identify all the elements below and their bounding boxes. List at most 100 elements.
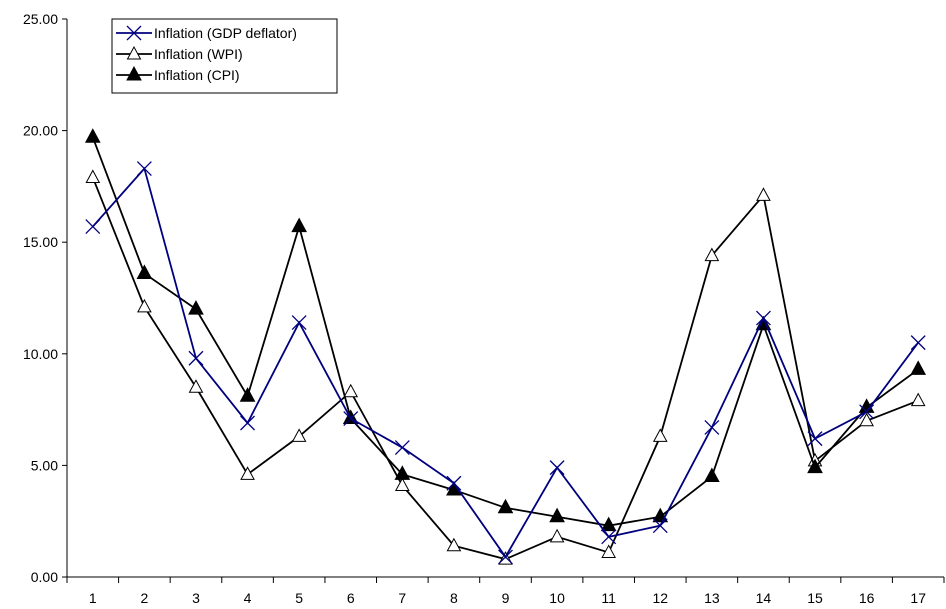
x-tick-label: 7 [398, 590, 406, 606]
x-tick-label: 2 [140, 590, 148, 606]
x-marker-stroke [807, 431, 823, 447]
x-tick-label: 15 [807, 590, 823, 606]
x-marker-stroke [704, 419, 720, 435]
legend-entry-inflation-gdp-deflator: Inflation (GDP deflator) [116, 25, 297, 41]
data-point-inflation-cpi [394, 465, 411, 480]
data-point-inflation-gdp-deflator [240, 415, 256, 431]
x-marker-stroke [755, 310, 771, 326]
legend-label: Inflation (WPI) [154, 46, 243, 62]
data-point-inflation-cpi [807, 458, 823, 474]
legend-marker [126, 45, 142, 60]
legend-marker [126, 65, 142, 81]
x-marker-stroke [394, 440, 410, 456]
data-point-inflation-wpi [394, 477, 410, 491]
x-marker-stroke [498, 549, 513, 565]
y-tick-label: 25.00 [23, 11, 58, 27]
x-marker-stroke [136, 161, 152, 177]
x-tick-label: 8 [450, 590, 458, 606]
data-point-inflation-wpi [240, 466, 255, 480]
x-tick-label: 16 [859, 590, 875, 606]
data-point-inflation-gdp-deflator [188, 350, 204, 366]
x-marker-stroke [343, 411, 359, 426]
data-point-inflation-wpi [910, 392, 926, 407]
x-tick-label: 9 [502, 590, 510, 606]
data-point-inflation-cpi [188, 300, 204, 315]
x-marker-stroke [240, 415, 256, 431]
data-point-inflation-wpi [549, 528, 565, 543]
data-point-inflation-gdp-deflator [807, 431, 823, 447]
data-point-inflation-gdp-deflator [394, 440, 410, 456]
data-point-inflation-gdp-deflator [704, 419, 720, 435]
data-point-inflation-gdp-deflator [498, 549, 513, 565]
data-point-inflation-cpi [497, 498, 514, 514]
x-tick-label: 14 [756, 590, 772, 606]
data-point-inflation-gdp-deflator [136, 161, 152, 177]
data-point-inflation-wpi [137, 298, 152, 313]
data-point-inflation-cpi [704, 467, 720, 483]
legend-entry-inflation-cpi: Inflation (CPI) [116, 65, 240, 83]
series-line-inflation-cpi [91, 136, 919, 527]
x-tick-label: 5 [295, 590, 303, 606]
x-tick-label: 12 [652, 590, 668, 606]
series-layer [84, 128, 927, 565]
data-point-inflation-wpi [652, 428, 668, 442]
x-tick-label: 4 [244, 590, 252, 606]
data-point-inflation-gdp-deflator [601, 529, 617, 545]
series-inflation-gdp-deflator [85, 161, 926, 565]
y-tick-label: 0.00 [31, 569, 58, 585]
y-tick-label: 5.00 [31, 457, 58, 473]
data-point-inflation-cpi [549, 507, 565, 523]
data-point-inflation-cpi [239, 387, 256, 402]
data-point-inflation-gdp-deflator [859, 404, 875, 420]
x-marker-stroke [601, 529, 617, 545]
legend-entry-inflation-wpi: Inflation (WPI) [116, 45, 243, 62]
x-marker-stroke [446, 475, 462, 491]
legend: Inflation (GDP deflator) Inflation (WPI) I… [111, 18, 338, 94]
x-marker-stroke [859, 404, 875, 420]
data-point-inflation-gdp-deflator [549, 460, 565, 476]
x-tick-label: 1 [89, 590, 97, 606]
data-point-inflation-gdp-deflator [910, 335, 926, 351]
x-marker-stroke [188, 350, 204, 366]
legend-label: Inflation (GDP deflator) [154, 25, 297, 41]
data-point-inflation-wpi [704, 247, 720, 262]
data-point-inflation-gdp-deflator [755, 310, 771, 326]
series-inflation-cpi [84, 128, 927, 532]
x-marker-stroke [126, 25, 142, 41]
y-tick-label: 15.00 [23, 234, 58, 250]
data-point-inflation-wpi [291, 428, 307, 442]
x-tick-label: 17 [910, 590, 926, 606]
data-point-inflation-gdp-deflator [291, 315, 307, 331]
y-tick-label: 20.00 [23, 123, 58, 139]
x-tick-label: 11 [601, 590, 616, 606]
data-point-inflation-gdp-deflator [446, 475, 462, 491]
y-tick-label: 10.00 [23, 346, 58, 362]
data-point-inflation-gdp-deflator [652, 518, 668, 534]
legend-marker [126, 25, 142, 41]
x-tick-label: 3 [192, 590, 200, 606]
data-point-inflation-wpi [343, 383, 359, 398]
data-point-inflation-cpi [600, 516, 617, 532]
data-point-inflation-wpi [188, 379, 204, 393]
data-point-inflation-wpi [446, 537, 462, 552]
x-marker-stroke [652, 518, 668, 534]
data-point-inflation-cpi [136, 264, 153, 279]
x-marker-stroke [85, 219, 101, 235]
data-point-inflation-cpi [84, 128, 101, 143]
series-inflation-wpi [85, 169, 926, 565]
x-tick-label: 10 [549, 590, 565, 606]
data-point-inflation-cpi [910, 360, 927, 375]
legend-label: Inflation (CPI) [154, 67, 240, 83]
data-point-inflation-wpi [601, 544, 617, 558]
data-point-inflation-wpi [859, 412, 874, 427]
x-tick-label: 13 [704, 590, 720, 606]
data-point-inflation-wpi [85, 169, 101, 183]
x-marker-stroke [291, 315, 307, 331]
x-tick-label: 6 [347, 590, 355, 606]
data-point-inflation-gdp-deflator [85, 219, 101, 235]
x-marker-stroke [549, 460, 565, 476]
data-point-inflation-cpi [291, 217, 307, 233]
x-marker-stroke [910, 335, 926, 351]
